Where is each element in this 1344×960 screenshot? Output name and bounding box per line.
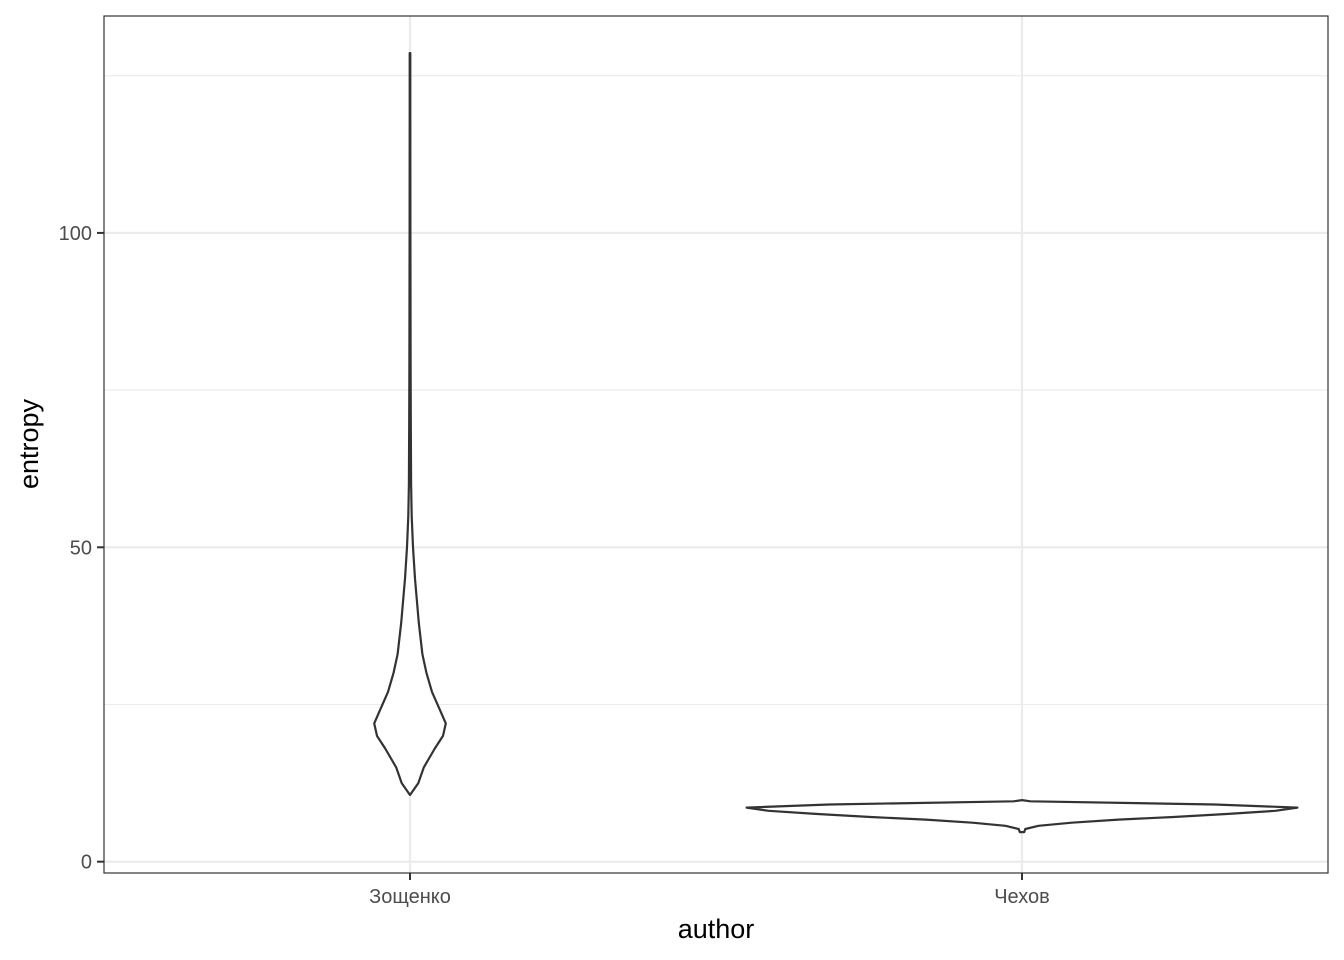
grid-minor bbox=[104, 75, 1328, 706]
x-tick-label: Чехов bbox=[994, 886, 1050, 908]
y-axis: 0 50 100 bbox=[59, 223, 104, 874]
y-tick-label: 100 bbox=[59, 223, 92, 245]
violins bbox=[373, 52, 1299, 834]
x-axis: Зощенко Чехов bbox=[369, 873, 1050, 908]
x-tick-label: Зощенко bbox=[369, 886, 451, 908]
plot-border bbox=[103, 15, 1329, 874]
x-axis-title: author bbox=[678, 914, 755, 944]
y-axis-title: entropy bbox=[14, 398, 44, 489]
y-tick-label: 0 bbox=[81, 852, 92, 874]
violin-1 bbox=[373, 52, 447, 797]
plot-panel bbox=[104, 16, 1328, 873]
violin-2 bbox=[745, 799, 1299, 834]
y-tick-label: 50 bbox=[70, 537, 92, 559]
